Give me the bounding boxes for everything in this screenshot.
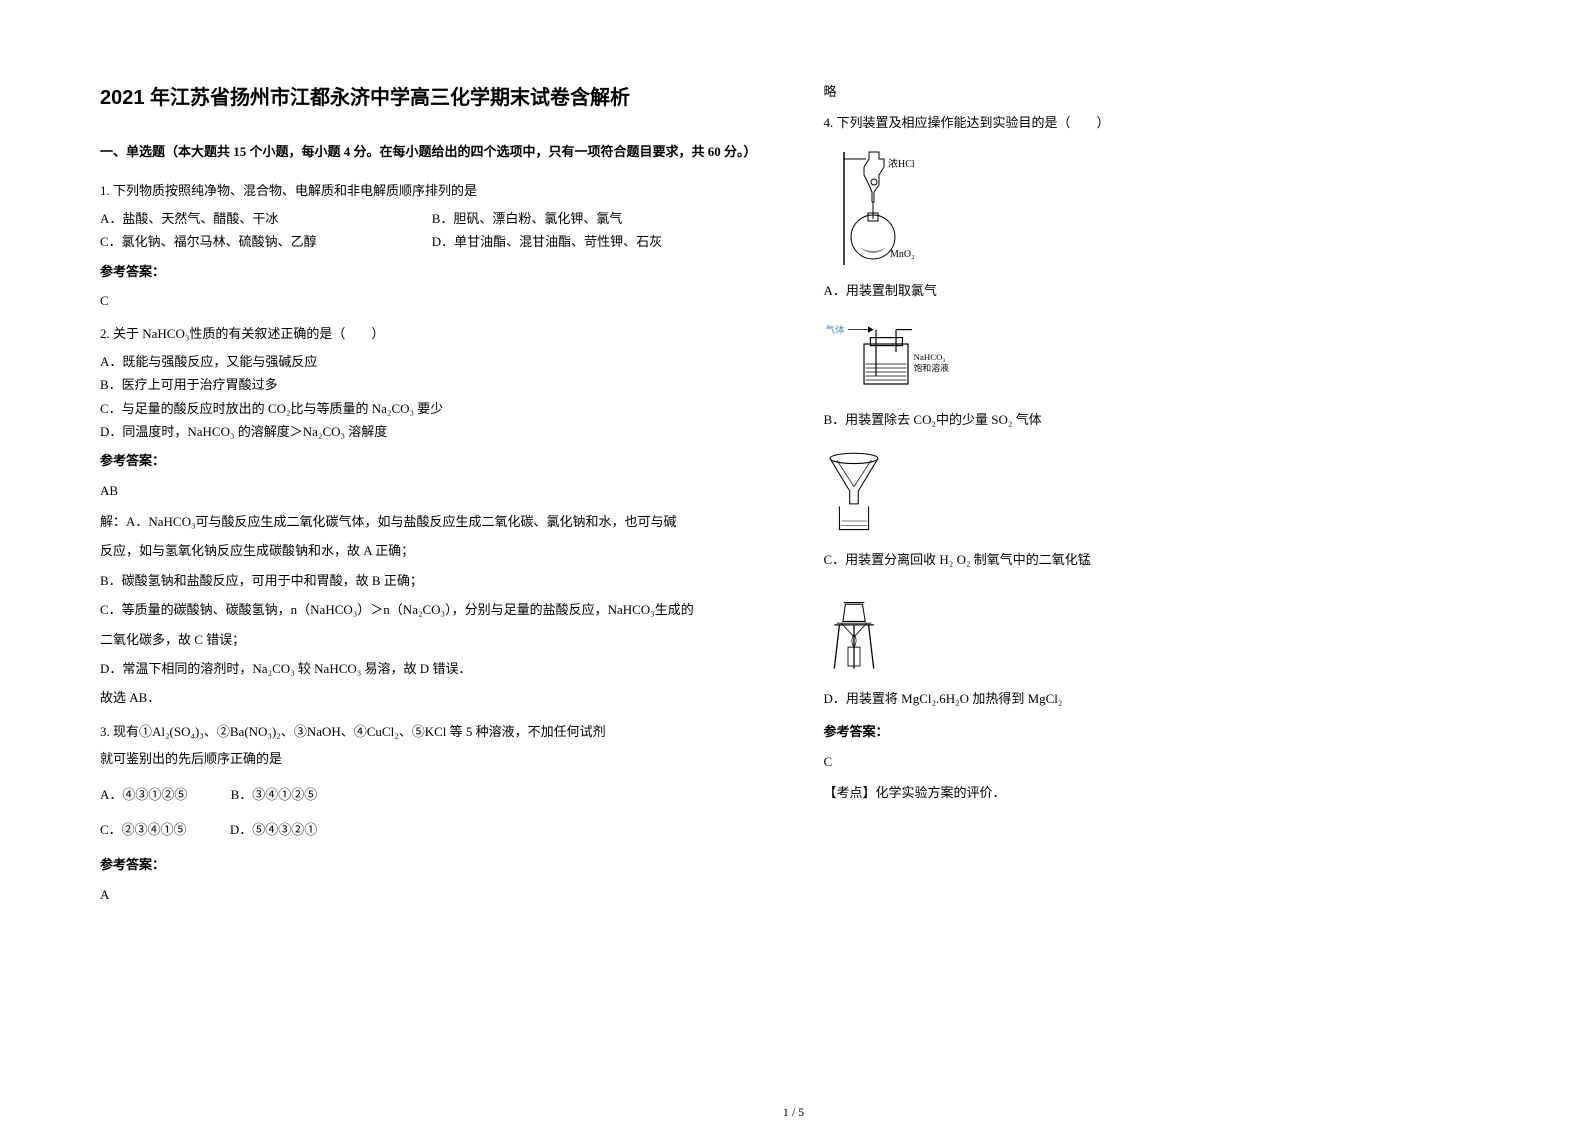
- q2-exp2: 反应，如与氢氧化钠反应生成碳酸钠和水，故 A 正确；: [100, 539, 764, 562]
- q3-options-row1: A．④③①②⑤ B．③④①②⑤: [100, 783, 764, 806]
- apparatus-a: 浓HCl MnO₂: [824, 147, 1488, 267]
- q3-text2: 就可鉴别出的先后顺序正确的是: [100, 747, 764, 770]
- apparatus-c-svg: [824, 446, 884, 536]
- q4-text: 4. 下列装置及相应操作能达到实验目的是（ ）: [824, 111, 1488, 134]
- q2-exp7: 故选 AB．: [100, 686, 764, 709]
- q1-text: 1. 下列物质按照纯净物、混合物、电解质和非电解质顺序排列的是: [100, 179, 764, 202]
- q2-optC: C．与足量的酸反应时放出的 CO₂比与等质量的 Na₂CO₃ 要少: [100, 397, 764, 420]
- apparatus-b: 气体 NaHCO₃: [824, 316, 1488, 396]
- q2-exp4: C．等质量的碳酸钠、碳酸氢钠，n（NaHCO₃）＞n（Na₂CO₃），分别与足量…: [100, 598, 764, 621]
- page-title: 2021 年江苏省扬州市江都永济中学高三化学期末试卷含解析: [100, 80, 764, 116]
- q1-optC: C．氯化钠、福尔马林、硫酸钠、乙醇: [100, 230, 432, 253]
- q4-answer-label: 参考答案：: [824, 720, 1488, 743]
- q2-answer-label: 参考答案：: [100, 449, 764, 472]
- q2-exp6: D．常温下相同的溶剂时，Na₂CO₃ 较 NaHCO₃ 易溶，故 D 错误．: [100, 657, 764, 680]
- q1-options: A．盐酸、天然气、醋酸、干冰 B．胆矾、漂白粉、氯化钾、氯气 C．氯化钠、福尔马…: [100, 207, 764, 254]
- q4-optC: C．用装置分离回收 H₂ O₂ 制氧气中的二氧化锰: [824, 548, 1488, 571]
- question-1: 1. 下列物质按照纯净物、混合物、电解质和非电解质顺序排列的是 A．盐酸、天然气…: [100, 179, 764, 312]
- q2-exp5: 二氧化碳多，故 C 错误；: [100, 628, 764, 651]
- apparatus-d: [824, 585, 1488, 675]
- page-container: 2021 年江苏省扬州市江都永济中学高三化学期末试卷含解析 一、单选题（本大题共…: [100, 80, 1487, 1082]
- question-2: 2. 关于 NaHCO₃性质的有关叙述正确的是（ ） A．既能与强酸反应，又能与…: [100, 322, 764, 709]
- q3-optD: D．⑤④③②①: [230, 818, 317, 841]
- q3-text: 3. 现有①Al₂(SO₄)₃、②Ba(NO₃)₂、③NaOH、④CuCl₂、⑤…: [100, 720, 764, 743]
- q1-optD: D．单甘油酯、混甘油酯、苛性钾、石灰: [432, 230, 764, 253]
- apparatus-c: [824, 446, 1488, 536]
- q1-answer: C: [100, 289, 764, 312]
- right-column: 略 4. 下列装置及相应操作能达到实验目的是（ ） 浓HCl MnO₂: [824, 80, 1488, 1082]
- q2-optD: D．同温度时，NaHCO₃ 的溶解度＞Na₂CO₃ 溶解度: [100, 420, 764, 443]
- question-3: 3. 现有①Al₂(SO₄)₃、②Ba(NO₃)₂、③NaOH、④CuCl₂、⑤…: [100, 720, 764, 906]
- label-saturated: 饱和溶液: [913, 362, 948, 373]
- q4-optB: B．用装置除去 CO₂中的少量 SO₂ 气体: [824, 408, 1488, 431]
- label-hcl: 浓HCl: [888, 158, 915, 170]
- q3-extra: 略: [824, 80, 1488, 103]
- q4-exam-point: 【考点】化学实验方案的评价．: [824, 781, 1488, 804]
- left-column: 2021 年江苏省扬州市江都永济中学高三化学期末试卷含解析 一、单选题（本大题共…: [100, 80, 764, 1082]
- q2-exp3: B．碳酸氢钠和盐酸反应，可用于中和胃酸，故 B 正确；: [100, 569, 764, 592]
- page-footer: 1 / 5: [100, 1102, 1487, 1124]
- q2-answer: AB: [100, 479, 764, 502]
- q2-exp1: 解：A．NaHCO₃可与酸反应生成二氧化碳气体，如与盐酸反应生成二氧化碳、氯化钠…: [100, 510, 764, 533]
- q2-optA: A．既能与强酸反应，又能与强碱反应: [100, 350, 764, 373]
- label-gas: 气体: [825, 324, 845, 336]
- q3-optA: A．④③①②⑤: [100, 783, 187, 806]
- q2-optB: B．医疗上可用于治疗胃酸过多: [100, 373, 764, 396]
- q3-optC: C．②③④①⑤: [100, 818, 187, 841]
- apparatus-d-svg: [824, 585, 884, 675]
- label-mno2: MnO₂: [890, 249, 915, 260]
- apparatus-b-svg: 气体 NaHCO₃: [824, 316, 984, 396]
- q1-optA: A．盐酸、天然气、醋酸、干冰: [100, 207, 432, 230]
- q3-options-row2: C．②③④①⑤ D．⑤④③②①: [100, 818, 764, 841]
- q3-answer: A: [100, 883, 764, 906]
- section-header: 一、单选题（本大题共 15 个小题，每小题 4 分。在每小题给出的四个选项中，只…: [100, 140, 764, 163]
- q3-optB: B．③④①②⑤: [231, 783, 318, 806]
- q4-answer: C: [824, 750, 1488, 773]
- q4-optA: A．用装置制取氯气: [824, 279, 1488, 302]
- q1-optB: B．胆矾、漂白粉、氯化钾、氯气: [432, 207, 764, 230]
- label-nahco3: NaHCO₃: [913, 352, 945, 362]
- q4-optD: D．用装置将 MgCl₂.6H₂O 加热得到 MgCl₂: [824, 687, 1488, 710]
- question-4: 4. 下列装置及相应操作能达到实验目的是（ ） 浓HCl MnO₂: [824, 111, 1488, 804]
- q2-text: 2. 关于 NaHCO₃性质的有关叙述正确的是（ ）: [100, 322, 764, 345]
- apparatus-a-svg: 浓HCl MnO₂: [824, 147, 944, 267]
- q3-answer-label: 参考答案：: [100, 853, 764, 876]
- q1-answer-label: 参考答案：: [100, 260, 764, 283]
